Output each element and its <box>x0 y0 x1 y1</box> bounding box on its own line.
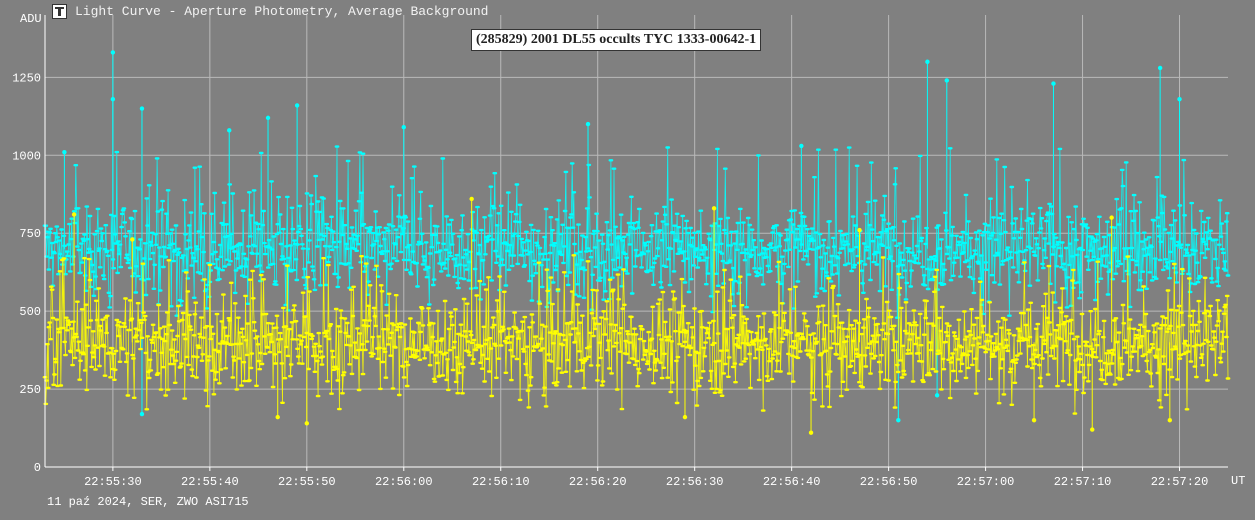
y-tick-label: 1250 <box>12 71 41 85</box>
y-tick-label: 0 <box>34 461 41 475</box>
outlier-point <box>110 50 116 55</box>
outlier-point <box>1109 215 1114 220</box>
outlier-point <box>944 78 949 83</box>
x-tick-label: 22:55:40 <box>181 475 239 489</box>
outlier-point <box>130 237 135 242</box>
outlier-point <box>110 96 116 102</box>
series-yellow <box>42 196 1231 435</box>
y-tick-label: 1000 <box>12 149 41 163</box>
outlier-point <box>62 149 67 155</box>
outlier-point <box>275 414 280 420</box>
y-tick-label: 500 <box>19 305 41 319</box>
series-cyan <box>42 50 1231 423</box>
y-tick-label: 750 <box>19 227 41 241</box>
outlier-point <box>1090 427 1095 432</box>
x-axis-label: UT <box>1231 474 1245 488</box>
chart-title: (285829) 2001 DL55 occults TYC 1333-0064… <box>471 29 762 51</box>
plot-area <box>42 50 1231 435</box>
outlier-point <box>469 196 474 202</box>
window-title: Light Curve - Aperture Photometry, Avera… <box>75 4 489 19</box>
x-tick-label: 22:57:00 <box>957 475 1015 489</box>
outlier-point <box>71 212 77 217</box>
x-tick-label: 22:57:10 <box>1054 475 1112 489</box>
outlier-point <box>934 393 940 398</box>
outlier-point <box>139 411 145 417</box>
x-tick-label: 22:56:50 <box>860 475 918 489</box>
outlier-point <box>896 418 901 423</box>
outlier-point <box>799 143 804 149</box>
x-tick-label: 22:56:30 <box>666 475 724 489</box>
outlier-point <box>265 115 271 121</box>
y-tick-label: 250 <box>19 383 41 397</box>
outlier-point <box>139 106 145 111</box>
outlier-point <box>808 430 814 435</box>
outlier-point <box>1177 96 1182 102</box>
chart-axes: 0 250 500 750 1000 1250 22:55:30 22:55:40 22:55:… <box>12 15 1228 489</box>
outlier-point <box>1031 418 1037 423</box>
outlier-point <box>857 227 862 233</box>
window-header: Light Curve - Aperture Photometry, Avera… <box>0 0 1255 24</box>
outlier-point <box>227 128 232 133</box>
x-tick-label: 22:56:40 <box>763 475 821 489</box>
outlier-point <box>925 59 930 64</box>
outlier-point <box>1051 81 1056 86</box>
x-tick-label: 22:56:20 <box>569 475 627 489</box>
footer-note: 11 paź 2024, SER, ZWO ASI715 <box>47 495 249 509</box>
light-curve-app-icon[interactable] <box>52 4 67 19</box>
outlier-point <box>304 421 310 426</box>
x-tick-label: 22:57:20 <box>1151 475 1209 489</box>
outlier-point <box>401 125 406 130</box>
x-tick-label: 22:55:30 <box>84 475 142 489</box>
x-tick-label: 22:56:10 <box>472 475 530 489</box>
series-trace <box>45 146 1229 318</box>
outlier-point <box>294 103 300 108</box>
outlier-point <box>1157 65 1163 71</box>
outlier-point <box>711 206 717 211</box>
outlier-point <box>585 121 591 127</box>
y-axis-label: ADU <box>20 12 42 26</box>
x-tick-label: 22:55:50 <box>278 475 336 489</box>
outlier-point <box>682 414 688 420</box>
series-trace <box>44 255 1229 414</box>
x-tick-label: 22:56:00 <box>375 475 433 489</box>
outlier-point <box>1167 418 1173 423</box>
